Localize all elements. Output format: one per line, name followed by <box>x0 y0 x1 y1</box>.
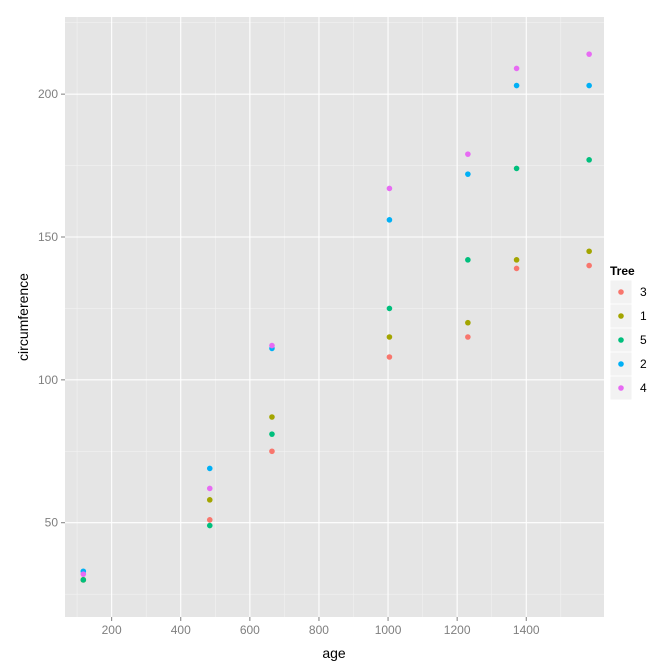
legend-label-tree-3: 3 <box>640 285 647 299</box>
legend-marker-tree-4 <box>618 385 624 391</box>
data-point-tree-5 <box>386 305 393 312</box>
data-point-tree-1 <box>513 257 520 263</box>
data-point-tree-2 <box>513 82 520 89</box>
data-point-tree-5 <box>465 257 471 263</box>
x-tick-label: 1400 <box>513 623 540 637</box>
data-point-tree-3 <box>269 448 275 455</box>
legend-marker-tree-2 <box>618 361 624 367</box>
legend-label-tree-1: 1 <box>640 309 647 323</box>
x-tick-label: 200 <box>102 623 122 637</box>
x-axis-title: age <box>322 645 346 661</box>
y-tick-label: 150 <box>38 230 58 244</box>
x-tick-label: 1200 <box>444 623 471 637</box>
data-point-tree-5 <box>80 577 87 583</box>
data-point-tree-3 <box>386 354 393 360</box>
x-tick-label: 600 <box>240 623 260 637</box>
data-point-tree-5 <box>586 157 592 163</box>
legend-marker-tree-5 <box>618 337 624 343</box>
major-gridlines <box>65 17 604 617</box>
data-point-tree-1 <box>269 414 275 420</box>
data-point-tree-4 <box>206 485 213 492</box>
data-point-tree-2 <box>465 171 471 177</box>
legend-title: Tree <box>610 264 635 278</box>
x-axis-ticks: 200 400 600 800 1000 1200 1400 <box>102 617 540 637</box>
data-point-tree-1 <box>586 248 592 255</box>
y-tick-label: 50 <box>45 516 59 530</box>
data-point-tree-4 <box>465 151 471 157</box>
data-point-tree-4 <box>80 571 87 577</box>
legend-marker-tree-1 <box>618 313 624 319</box>
data-point-tree-4 <box>269 342 275 349</box>
data-point-tree-3 <box>465 334 471 340</box>
y-tick-label: 100 <box>38 373 58 387</box>
legend-label-tree-2: 2 <box>640 357 647 371</box>
data-point-tree-4 <box>586 51 592 57</box>
legend-label-tree-5: 5 <box>640 333 647 347</box>
legend-marker-tree-3 <box>618 289 624 295</box>
data-point-tree-1 <box>206 497 213 503</box>
data-point-tree-5 <box>269 431 275 437</box>
legend: Tree 3 1 5 2 4 <box>609 264 647 401</box>
data-point-tree-2 <box>386 217 393 223</box>
data-point-tree-3 <box>513 265 520 272</box>
data-point-tree-1 <box>386 334 393 340</box>
x-tick-label: 800 <box>309 623 329 637</box>
data-point-tree-1 <box>465 319 471 326</box>
data-point-tree-5 <box>513 165 520 172</box>
x-tick-label: 400 <box>171 623 191 637</box>
data-points <box>80 51 592 583</box>
data-point-tree-4 <box>513 65 520 72</box>
legend-label-tree-4: 4 <box>640 381 647 395</box>
plot-panel <box>65 17 604 617</box>
y-axis-ticks: 50 100 150 200 <box>38 87 65 530</box>
data-point-tree-3 <box>206 517 213 523</box>
data-point-tree-4 <box>386 185 393 192</box>
y-axis-title: circumference <box>15 273 31 361</box>
data-point-tree-2 <box>206 465 213 472</box>
y-tick-label: 200 <box>38 87 58 101</box>
data-point-tree-3 <box>586 262 592 269</box>
minor-gridlines <box>65 17 604 617</box>
data-point-tree-2 <box>586 82 592 89</box>
x-tick-label: 1000 <box>375 623 402 637</box>
data-point-tree-5 <box>206 522 213 529</box>
